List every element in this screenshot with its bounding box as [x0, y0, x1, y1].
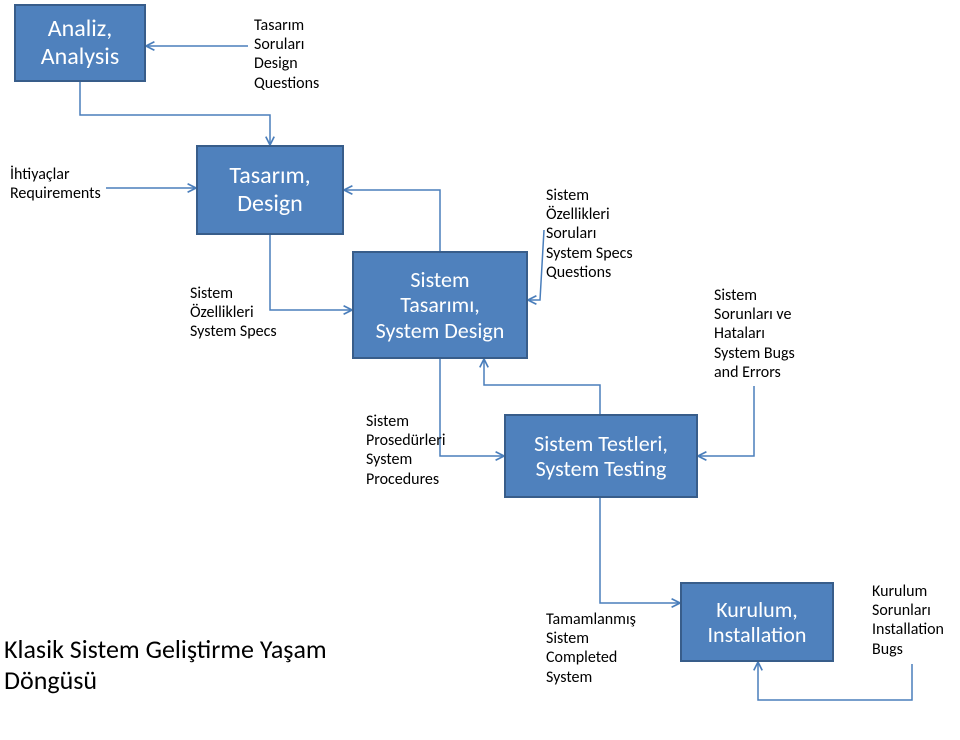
- node-analysis: Analiz, Analysis: [14, 4, 146, 82]
- label-requirements: İhtiyaçlar Requirements: [10, 165, 101, 203]
- edge-sysdesign_to_design: [344, 190, 440, 251]
- label-bugs-errors: Sistem Sorunları ve Hataları System Bugs…: [714, 286, 795, 382]
- label-completed-system: Tamamlanmış Sistem Completed System: [546, 610, 636, 687]
- label-procedures: Sistem Prosedürleri System Procedures: [366, 412, 446, 489]
- node-system-testing-l1: System Testing: [536, 456, 667, 481]
- node-system-testing-l0: Sistem Testleri,: [534, 431, 668, 456]
- node-design-l0: Tasarım,: [229, 162, 310, 190]
- diagram-title: Klasik Sistem Geliştirme Yaşam Döngüsü: [4, 634, 327, 696]
- edge-bugs_to_test: [698, 386, 754, 456]
- node-design-l1: Design: [237, 190, 303, 218]
- node-design: Tasarım, Design: [196, 145, 344, 235]
- node-installation: Kurulum, Installation: [680, 582, 834, 662]
- edge-test_to_sysdesign: [484, 359, 600, 414]
- label-installation-bugs: Kurulum Sorunları Installation Bugs: [872, 582, 944, 659]
- label-system-specs: Sistem Özellikleri System Specs: [190, 284, 277, 342]
- node-analysis-l1: Analysis: [41, 43, 119, 71]
- label-system-specs-questions: Sistem Özellikleri Soruları System Specs…: [546, 186, 633, 282]
- edge-sysdesign_to_test: [440, 359, 504, 456]
- edge-analysis_to_design: [80, 82, 270, 145]
- edge-specq_to_sysdesign: [528, 230, 544, 300]
- node-system-testing: Sistem Testleri, System Testing: [504, 414, 698, 498]
- node-system-design-l0: Sistem: [410, 267, 469, 292]
- node-installation-l0: Kurulum,: [716, 597, 798, 622]
- edge-test_to_install: [600, 498, 680, 603]
- node-analysis-l0: Analiz,: [48, 15, 112, 43]
- node-system-design-l1: Tasarımı,: [400, 292, 480, 317]
- node-system-design: Sistem Tasarımı, System Design: [352, 251, 528, 359]
- node-installation-l1: Installation: [708, 622, 807, 647]
- edge-design_to_sysdesign: [270, 235, 352, 310]
- label-design-questions: Tasarım Soruları Design Questions: [254, 16, 319, 93]
- edge-installbug_to_inst: [758, 662, 912, 700]
- node-system-design-l2: System Design: [376, 318, 505, 343]
